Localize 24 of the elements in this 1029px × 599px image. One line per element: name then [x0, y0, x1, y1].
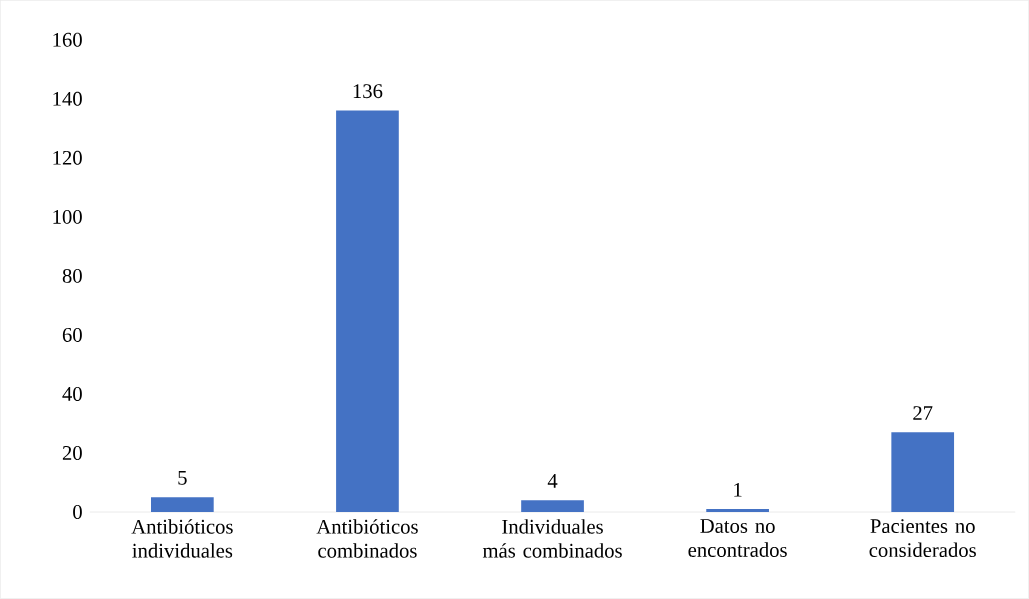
x-tick-label: Datos no encontrados	[688, 519, 787, 558]
data-label: 4	[547, 474, 558, 488]
data-label: 136	[353, 84, 383, 99]
bar	[891, 432, 955, 513]
y-tick-label: 20	[62, 446, 82, 461]
x-tick-label: Antibióticos individuales	[131, 519, 233, 558]
bar	[151, 497, 214, 513]
bar	[706, 509, 769, 513]
bar	[336, 110, 399, 513]
data-label: 5	[178, 471, 187, 485]
data-label: 1	[734, 483, 742, 497]
y-tick-label: 0	[73, 505, 82, 520]
x-tick-label: Individuales más combinados	[482, 519, 622, 558]
y-tick-label: 100	[53, 209, 82, 224]
y-tick-label: 140	[53, 91, 82, 106]
y-tick-label: 120	[53, 150, 82, 165]
y-tick-label: 60	[62, 328, 82, 342]
y-tick-label: 80	[62, 269, 82, 283]
data-label: 27	[913, 406, 933, 420]
y-tick-label: 40	[62, 387, 82, 402]
x-tick-label: Pacientes no considerados	[869, 519, 976, 558]
y-tick-label: 160	[53, 32, 82, 47]
bar	[521, 500, 584, 513]
x-tick-label: Antibióticos combinados	[316, 519, 418, 558]
